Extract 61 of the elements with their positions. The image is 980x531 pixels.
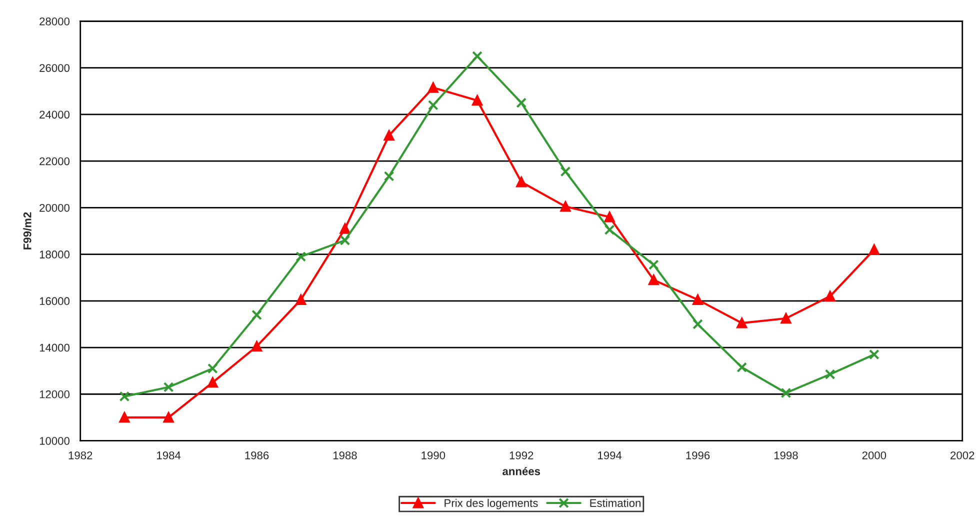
point xyxy=(824,369,836,380)
point xyxy=(516,176,527,188)
y-tick-label: 16000 xyxy=(40,297,70,306)
point xyxy=(472,50,482,62)
point xyxy=(296,294,306,305)
point xyxy=(163,382,174,392)
x-tick-label: 1982 xyxy=(68,451,92,460)
point xyxy=(604,224,615,236)
point xyxy=(340,235,350,246)
point xyxy=(252,341,262,352)
point xyxy=(516,98,527,108)
x-tick-label: 1992 xyxy=(510,451,534,460)
point xyxy=(252,310,262,320)
y-tick-label: 18000 xyxy=(40,250,70,258)
y-tick-label: 10000 xyxy=(40,436,70,445)
point xyxy=(119,412,130,423)
point xyxy=(736,362,748,373)
point xyxy=(868,244,880,255)
legend-label: Prix des logements xyxy=(444,498,538,510)
x-axis-title: années xyxy=(502,466,540,476)
point xyxy=(384,130,394,141)
x-tick-label: 1990 xyxy=(422,451,446,460)
point xyxy=(560,166,571,177)
x-tick-label: 1998 xyxy=(774,451,798,460)
y-tick-label: 22000 xyxy=(40,157,70,166)
y-axis-title: F99/m2 xyxy=(23,212,32,250)
point xyxy=(648,260,659,270)
point xyxy=(692,294,703,305)
point xyxy=(340,223,350,234)
point xyxy=(692,318,703,330)
x-tick-label: 2002 xyxy=(950,451,974,460)
x-tick-label: 2000 xyxy=(862,451,886,460)
point xyxy=(207,377,218,388)
point xyxy=(736,318,748,328)
point xyxy=(868,349,880,360)
point xyxy=(207,363,218,374)
point xyxy=(780,313,792,324)
legend-label: Estimation xyxy=(590,498,640,508)
y-tick-label: 20000 xyxy=(40,204,70,212)
point xyxy=(163,412,174,423)
point xyxy=(648,274,659,286)
y-tick-label: 14000 xyxy=(40,344,70,352)
y-tick-label: 26000 xyxy=(40,64,70,72)
x-tick-label: 1994 xyxy=(598,451,622,460)
x-tick-label: 1988 xyxy=(333,451,357,460)
x-tick-label: 1986 xyxy=(245,451,269,460)
x-tick-label: 1984 xyxy=(157,451,181,460)
point xyxy=(780,388,792,398)
point xyxy=(384,171,394,182)
y-tick-label: 28000 xyxy=(40,18,70,26)
x-tick-label: 1996 xyxy=(686,451,710,460)
point xyxy=(560,201,571,212)
point xyxy=(119,391,130,402)
y-tick-label: 12000 xyxy=(40,390,70,398)
point xyxy=(604,212,615,222)
point xyxy=(428,82,438,93)
point xyxy=(296,251,306,262)
point xyxy=(824,291,836,302)
point xyxy=(472,95,482,106)
y-tick-label: 24000 xyxy=(40,110,70,119)
point xyxy=(428,100,438,110)
